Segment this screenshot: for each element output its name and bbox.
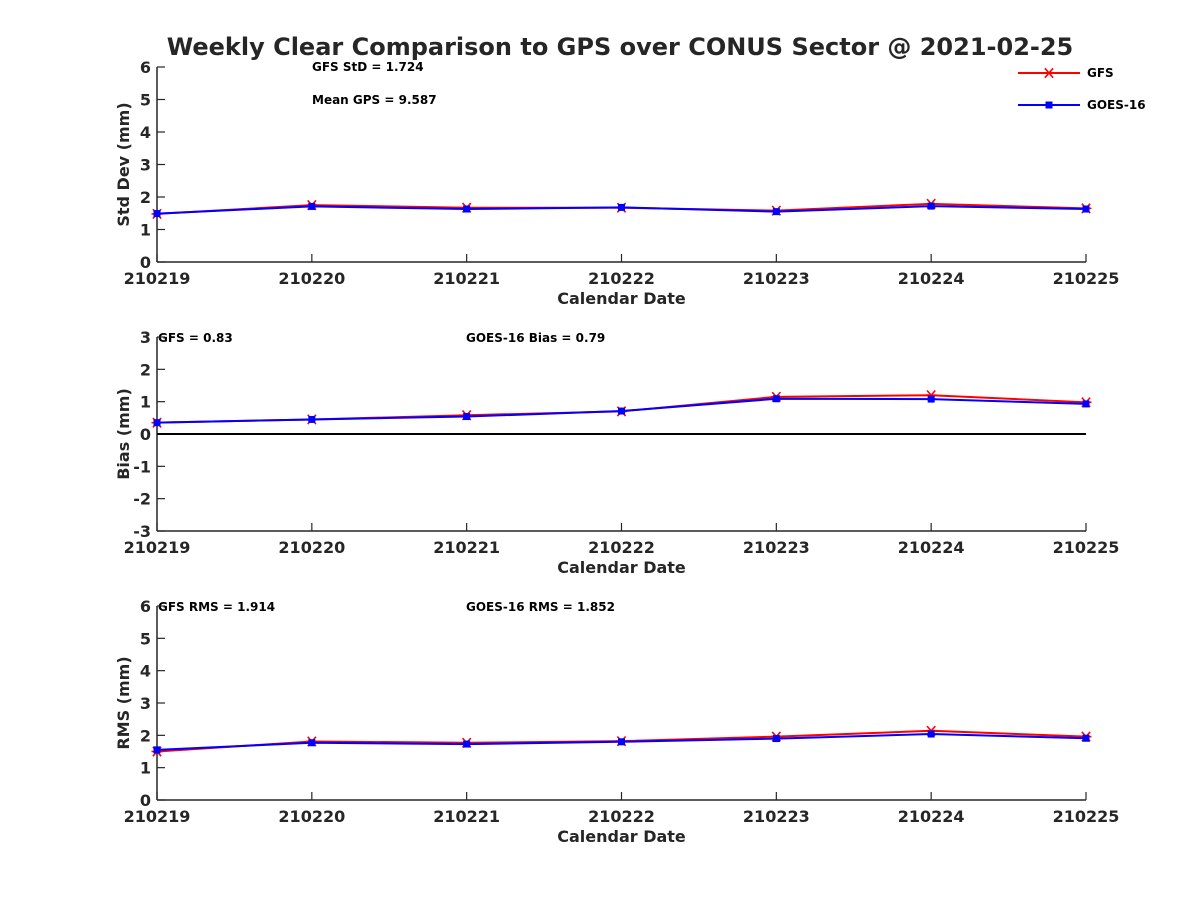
annotation-gfs-rms: GFS RMS = 1.914 bbox=[158, 600, 275, 614]
x-axis-label: Calendar Date bbox=[557, 827, 686, 846]
x-axis-label: Calendar Date bbox=[557, 289, 686, 308]
x-tick-label: 210222 bbox=[588, 269, 655, 288]
annotation-goes16-rms: GOES-16 RMS = 1.852 bbox=[466, 600, 615, 614]
goes16-data-point bbox=[927, 202, 935, 210]
y-tick-label: 3 bbox=[140, 156, 151, 175]
x-tick-label: 210222 bbox=[588, 807, 655, 826]
x-axis-label: Calendar Date bbox=[557, 558, 686, 577]
y-tick-label: -3 bbox=[133, 522, 151, 541]
y-tick-label: 6 bbox=[140, 597, 151, 616]
x-tick-label: 210219 bbox=[124, 538, 191, 557]
goes16-data-point bbox=[927, 730, 935, 738]
goes16-data-point bbox=[153, 746, 161, 754]
y-tick-label: 0 bbox=[140, 253, 151, 272]
x-tick-label: 210223 bbox=[743, 538, 810, 557]
y-tick-label: 5 bbox=[140, 91, 151, 110]
goes16-data-point bbox=[463, 205, 471, 213]
y-tick-label: 4 bbox=[140, 123, 151, 142]
legend-label: GFS bbox=[1087, 66, 1114, 80]
legend-label: GOES-16 bbox=[1087, 98, 1146, 112]
goes16-data-point bbox=[1082, 400, 1090, 408]
legend-marker bbox=[1043, 67, 1055, 79]
y-tick-label: 4 bbox=[140, 662, 151, 681]
annotation-gfs-std: GFS StD = 1.724 bbox=[312, 60, 424, 74]
y-axis-label: Std Dev (mm) bbox=[114, 102, 133, 226]
goes16-data-point bbox=[463, 740, 471, 748]
bias-panel: GFS = 0.83 GOES-16 Bias = 0.79 -3 -2 -1 0 1 2… bbox=[114, 328, 1119, 577]
goes16-data-point bbox=[153, 419, 161, 427]
goes16-data-point bbox=[772, 208, 780, 216]
y-tick-label: 2 bbox=[140, 726, 151, 745]
goes16-data-point bbox=[1082, 205, 1090, 213]
x-tick-label: 210224 bbox=[898, 807, 965, 826]
x-tick-label: 210224 bbox=[898, 269, 965, 288]
y-tick-label: 3 bbox=[140, 328, 151, 347]
y-tick-label: 1 bbox=[140, 221, 151, 240]
x-tick-label: 210220 bbox=[278, 538, 345, 557]
goes16-data-point bbox=[618, 203, 625, 211]
goes16-data-point bbox=[618, 738, 625, 746]
goes16-data-point bbox=[153, 210, 161, 218]
x-tick-label: 210223 bbox=[743, 807, 810, 826]
goes16-data-point bbox=[308, 202, 316, 210]
x-tick-label: 210223 bbox=[743, 269, 810, 288]
x-tick-label: 210220 bbox=[278, 269, 345, 288]
y-tick-label: 5 bbox=[140, 629, 151, 648]
legend-marker bbox=[1045, 101, 1053, 109]
goes16-data-point bbox=[308, 415, 316, 423]
y-tick-label: 1 bbox=[140, 759, 151, 778]
goes16-data-point bbox=[463, 413, 471, 421]
std-dev-panel: GFS StD = 1.724 Mean GPS = 9.587 0 1 2 3 4 5 6… bbox=[114, 58, 1119, 308]
annotation-gfs-bias: GFS = 0.83 bbox=[158, 331, 233, 345]
rms-panel: GFS RMS = 1.914 GOES-16 RMS = 1.852 0 1 2 3… bbox=[114, 597, 1119, 846]
annotation-goes16-bias: GOES-16 Bias = 0.79 bbox=[466, 331, 605, 345]
y-tick-label: 6 bbox=[140, 58, 151, 77]
goes16-data-point bbox=[772, 395, 780, 403]
y-tick-label: 0 bbox=[140, 425, 151, 444]
y-tick-label: 3 bbox=[140, 694, 151, 713]
y-tick-label: 2 bbox=[140, 360, 151, 379]
x-tick-label: 210222 bbox=[588, 538, 655, 557]
x-tick-label: 210220 bbox=[278, 807, 345, 826]
x-tick-label: 210221 bbox=[433, 269, 500, 288]
annotation-mean-gps: Mean GPS = 9.587 bbox=[312, 93, 437, 107]
y-axis-label: Bias (mm) bbox=[114, 388, 133, 480]
goes16-data-point bbox=[618, 407, 625, 415]
goes16-data-point bbox=[927, 395, 935, 403]
y-tick-label: 2 bbox=[140, 188, 151, 207]
y-tick-label: 0 bbox=[140, 791, 151, 810]
y-tick-label: -1 bbox=[133, 457, 151, 476]
goes16-data-point bbox=[1082, 734, 1090, 742]
x-tick-label: 210225 bbox=[1053, 807, 1120, 826]
y-tick-label: -2 bbox=[133, 490, 151, 509]
x-tick-label: 210219 bbox=[124, 269, 191, 288]
goes16-data-point bbox=[308, 739, 316, 747]
x-tick-label: 210219 bbox=[124, 807, 191, 826]
y-tick-label: 1 bbox=[140, 393, 151, 412]
x-tick-label: 210221 bbox=[433, 538, 500, 557]
x-tick-label: 210224 bbox=[898, 538, 965, 557]
x-tick-label: 210221 bbox=[433, 807, 500, 826]
y-axis-label: RMS (mm) bbox=[114, 656, 133, 749]
chart-title: Weekly Clear Comparison to GPS over CONU… bbox=[167, 33, 1074, 61]
goes16-data-point bbox=[772, 735, 780, 743]
legend: GFS GOES-16 bbox=[1018, 66, 1146, 112]
x-tick-label: 210225 bbox=[1053, 269, 1120, 288]
x-tick-label: 210225 bbox=[1053, 538, 1120, 557]
